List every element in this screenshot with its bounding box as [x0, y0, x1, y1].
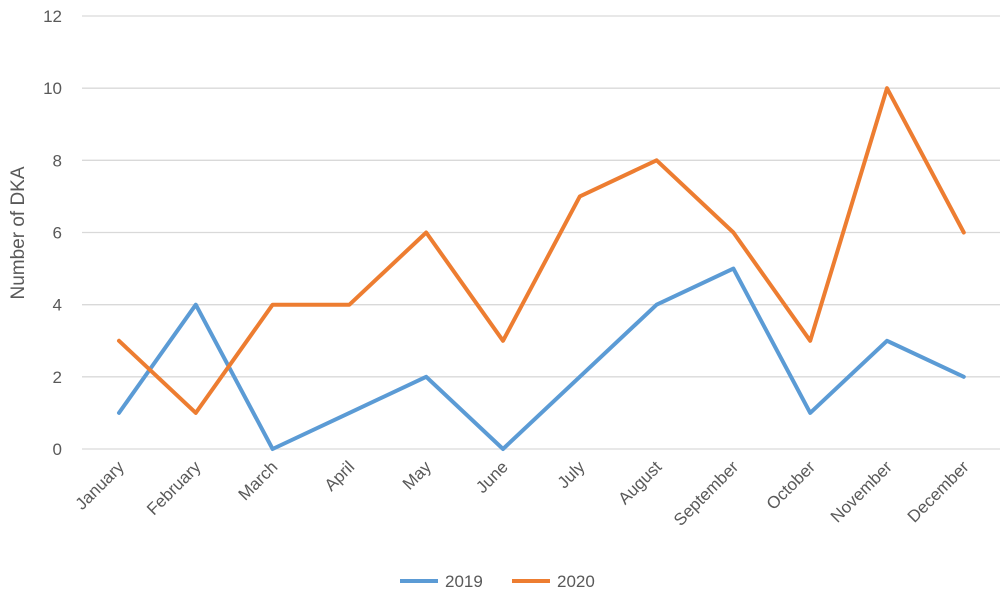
x-tick-label: September — [670, 457, 742, 529]
legend: 2019 2020 — [400, 572, 595, 591]
y-tick-label: 6 — [53, 224, 62, 243]
x-axis-ticks: January February March April May June July Augu… — [72, 457, 973, 530]
x-tick-label: July — [554, 457, 589, 492]
legend-label-2019: 2019 — [445, 572, 483, 591]
x-tick-label: October — [763, 457, 819, 513]
series-lines — [117, 86, 966, 451]
x-tick-label: February — [143, 457, 205, 519]
legend-label-2020: 2020 — [557, 572, 595, 591]
x-tick-label: December — [904, 457, 973, 526]
series-line-2020 — [117, 86, 966, 415]
gridlines — [82, 15, 1000, 450]
x-tick-label: November — [827, 457, 896, 526]
y-tick-label: 8 — [53, 151, 62, 170]
y-tick-label: 10 — [43, 79, 62, 98]
x-tick-label: January — [72, 457, 129, 514]
x-tick-label: March — [235, 457, 282, 504]
x-tick-label: June — [472, 457, 512, 497]
y-tick-label: 2 — [53, 368, 62, 387]
series-line-2019 — [117, 266, 966, 451]
x-tick-label: April — [321, 457, 358, 494]
y-tick-label: 0 — [53, 440, 62, 459]
y-axis-title: Number of DKA — [8, 166, 29, 299]
y-tick-label: 12 — [43, 7, 62, 26]
x-tick-label: August — [615, 457, 666, 508]
x-tick-label: May — [399, 457, 435, 493]
y-axis-ticks: 0 2 4 6 8 10 12 — [43, 7, 62, 459]
y-tick-label: 4 — [53, 296, 62, 315]
